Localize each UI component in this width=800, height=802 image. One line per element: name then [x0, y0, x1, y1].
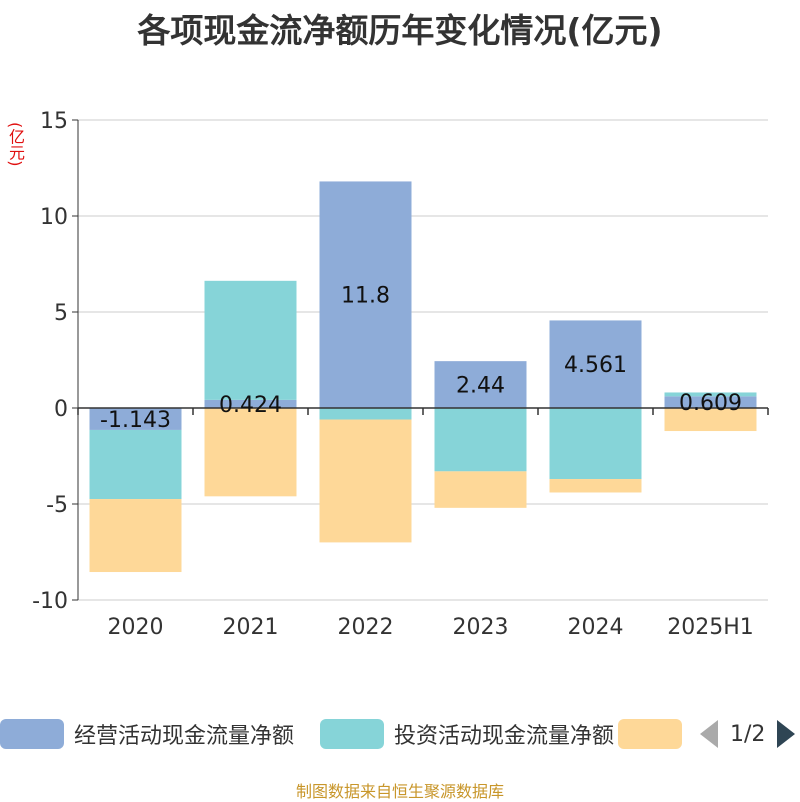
y-tick-label: 10 — [40, 205, 68, 230]
legend-swatch-investing — [320, 719, 384, 749]
legend-item-financing[interactable] — [618, 714, 692, 754]
bar-investing — [89, 429, 182, 500]
x-tick-label: 2022 — [338, 615, 394, 640]
x-tick-label: 2020 — [108, 615, 164, 640]
legend-swatch-financing — [618, 719, 682, 749]
data-label: 11.8 — [341, 284, 390, 309]
chevron-right-icon[interactable] — [777, 720, 796, 748]
bar-investing — [664, 392, 757, 397]
legend-label-investing: 投资活动现金流量净额 — [394, 724, 615, 749]
bar-operating — [204, 399, 297, 408]
bar-investing — [319, 408, 412, 420]
bar-operating — [319, 181, 412, 408]
chevron-left-icon[interactable] — [700, 720, 718, 748]
x-tick-label: 2024 — [568, 615, 624, 640]
x-tick-label: 2025H1 — [667, 615, 754, 640]
bar-financing — [89, 499, 182, 573]
legend-swatch-operating — [0, 719, 64, 749]
bar-investing — [549, 408, 642, 480]
y-tick-label: 5 — [54, 301, 68, 326]
stacked-bar-chart: 15 10 5 0 -5 -10 2020 2021 2022 2023 2024 2025H1 -1.… — [32, 109, 769, 640]
data-label: 2.44 — [456, 374, 505, 399]
data-label: 4.561 — [564, 353, 627, 378]
bar-investing — [434, 408, 527, 472]
y-tick-label: 15 — [40, 109, 68, 134]
bar-operating — [664, 396, 757, 408]
legend-page-indicator: 1/2 — [730, 721, 766, 747]
legend-item-investing[interactable]: 投资活动现金流量净额 — [320, 714, 614, 754]
data-label: -1.143 — [100, 408, 171, 433]
x-tick-label: 2021 — [223, 615, 279, 640]
x-tick-label: 2023 — [453, 615, 509, 640]
bar-financing — [204, 408, 297, 497]
y-tick-label: -5 — [46, 493, 68, 518]
legend-label-operating: 经营活动现金流量净额 — [74, 724, 295, 749]
bar-financing — [664, 408, 757, 432]
y-tick-label: -10 — [32, 589, 68, 614]
bar-operating — [89, 408, 182, 430]
bar-operating — [434, 361, 527, 408]
y-axis-unit-label: (亿元) — [6, 122, 25, 167]
y-tick-label: 0 — [54, 397, 68, 422]
bar-financing — [319, 419, 412, 543]
legend: 经营活动现金流量净额 投资活动现金流量净额 1/2 — [0, 714, 800, 754]
data-source-note: 制图数据来自恒生聚源数据库 — [295, 782, 504, 801]
bar-investing — [204, 280, 297, 400]
bar-financing — [549, 479, 642, 493]
legend-pager: 1/2 — [700, 714, 796, 754]
bar-operating — [549, 320, 642, 408]
data-label: 0.424 — [219, 393, 282, 418]
data-label: 0.609 — [679, 391, 742, 416]
legend-item-operating[interactable]: 经营活动现金流量净额 — [0, 714, 294, 754]
chart-title: 各项现金流净额历年变化情况(亿元) — [137, 11, 663, 50]
bar-financing — [434, 471, 527, 508]
